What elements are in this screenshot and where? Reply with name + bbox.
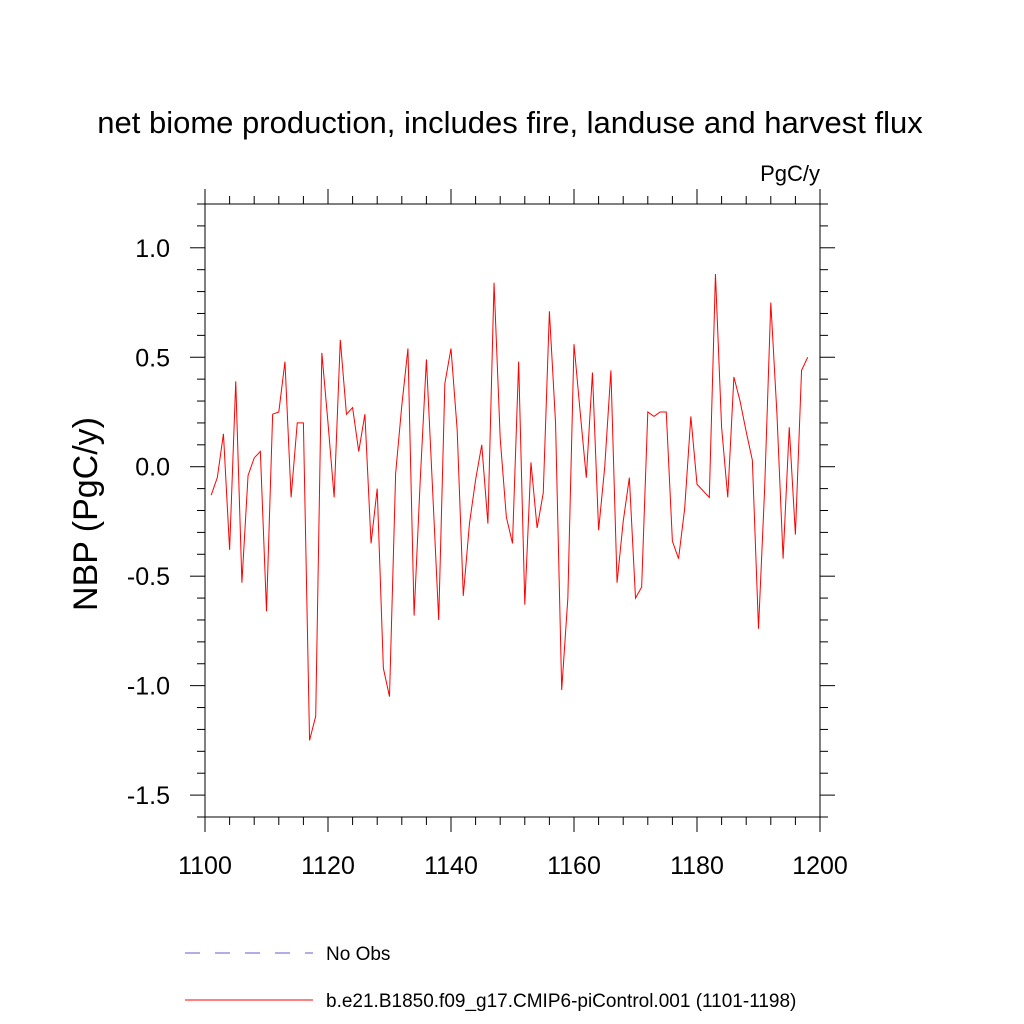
y-tick-label: -1.5 [127, 782, 170, 810]
y-axis-ticks: -1.5 -1.0 -0.5 0.0 0.5 1.0 [127, 203, 835, 818]
x-tick-label: 1180 [670, 852, 724, 880]
x-tick-label: 1160 [547, 852, 601, 880]
legend: No Obs b.e21.B1850.f09_g17.CMIP6-piContro… [185, 944, 796, 1012]
x-tick-label: 1100 [178, 852, 232, 880]
y-tick-label: -0.5 [127, 563, 170, 591]
y-tick-label: 0.5 [135, 344, 170, 372]
y-tick-label: -1.0 [127, 673, 170, 701]
y-axis-label: NBP (PgC/y) [67, 417, 105, 611]
chart-title: net biome production, includes fire, lan… [97, 105, 923, 140]
x-tick-label: 1120 [301, 852, 355, 880]
x-axis-ticks: 1100 1120 1140 1160 1180 1200 [178, 189, 848, 880]
x-tick-label: 1200 [792, 852, 848, 880]
x-tick-label: 1140 [424, 852, 478, 880]
plot-border [204, 203, 821, 818]
plot-frame [204, 203, 821, 818]
y-tick-label: 1.0 [135, 235, 170, 263]
legend-label: No Obs [326, 944, 390, 965]
legend-label: b.e21.B1850.f09_g17.CMIP6-piControl.001 … [326, 991, 796, 1012]
units-label: PgC/y [760, 161, 820, 186]
series-line [210, 274, 809, 741]
y-tick-label: 0.0 [135, 454, 170, 482]
series-layer [210, 274, 809, 741]
